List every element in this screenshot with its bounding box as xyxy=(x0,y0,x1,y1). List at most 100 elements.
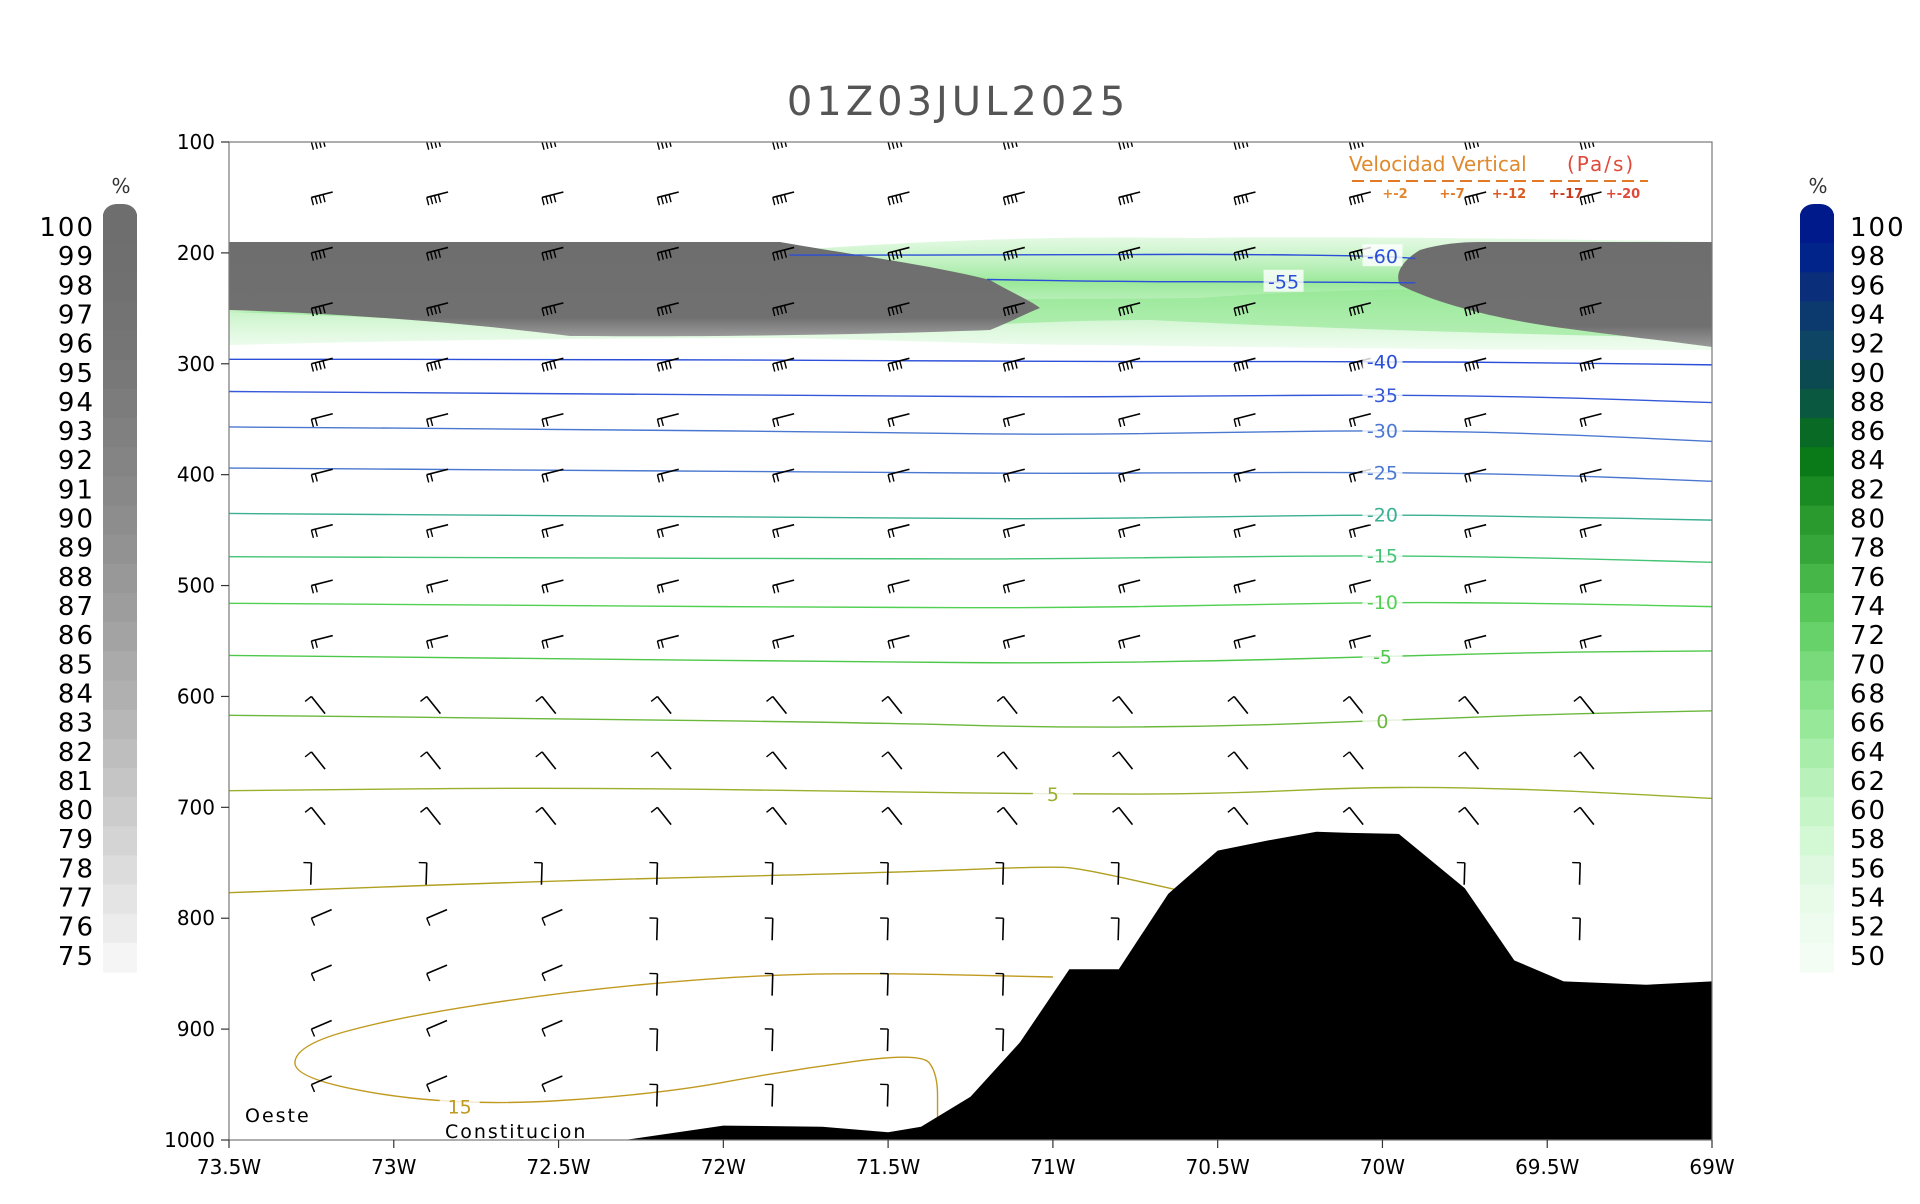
y-tick-label: 700 xyxy=(177,795,215,819)
left-scale-unit: % xyxy=(111,174,130,198)
colorbar-label: 94 xyxy=(58,388,95,418)
colorbar-label: 60 xyxy=(1850,796,1887,826)
wind-barb xyxy=(1003,192,1024,205)
wind-barb xyxy=(1465,580,1486,593)
wind-barb xyxy=(1349,192,1370,205)
wind-barb xyxy=(1113,696,1133,713)
colorbar-label: 96 xyxy=(1850,271,1887,301)
colorbar-label: 68 xyxy=(1850,679,1887,709)
wind-barb xyxy=(542,1076,562,1092)
colorbar-swatch xyxy=(103,826,137,856)
y-tick-label: 800 xyxy=(177,906,215,930)
wind-barb xyxy=(1457,863,1465,885)
colorbar-swatch xyxy=(103,360,137,390)
colorbar-label: 78 xyxy=(1850,534,1887,564)
colorbar-swatch xyxy=(103,739,137,769)
wind-barb xyxy=(997,807,1017,824)
wind-barb xyxy=(1580,580,1601,593)
colorbar-swatch xyxy=(103,447,137,477)
wind-barb xyxy=(995,973,1003,995)
wind-barb xyxy=(1003,469,1024,482)
colorbar-label: 92 xyxy=(58,446,95,476)
wind-barb xyxy=(1234,636,1255,649)
colorbar-label: 88 xyxy=(58,563,95,593)
x-tick-label: 72W xyxy=(701,1155,746,1179)
contour-line xyxy=(295,974,1053,1118)
x-tick-label: 69W xyxy=(1689,1155,1734,1179)
colorbar-swatch xyxy=(1800,476,1834,506)
colorbar-swatch xyxy=(103,535,137,565)
wind-barb xyxy=(888,580,909,593)
terrain xyxy=(624,832,1712,1140)
wind-barb xyxy=(1003,636,1024,649)
wind-barb xyxy=(649,1084,657,1106)
wind-barb xyxy=(542,469,563,482)
wind-barb xyxy=(427,1021,447,1037)
wind-barb xyxy=(305,696,325,713)
wind-barb xyxy=(773,580,794,593)
colorbar-swatch xyxy=(1800,272,1834,302)
contour-line xyxy=(229,867,1185,893)
wind-barb xyxy=(888,192,909,205)
wind-barb xyxy=(1003,414,1024,427)
wind-barb xyxy=(657,414,678,427)
colorbar-label: 58 xyxy=(1850,825,1887,855)
colorbar-label: 98 xyxy=(58,271,95,301)
wind-barb xyxy=(542,636,563,649)
colorbar-label: 88 xyxy=(1850,388,1887,418)
colorbar-label: 90 xyxy=(1850,359,1887,389)
wind-barb xyxy=(1349,525,1370,538)
contour-label: -35 xyxy=(1367,385,1398,407)
contour-label: -55 xyxy=(1268,272,1299,294)
colorbar-swatch xyxy=(103,476,137,506)
wind-barb xyxy=(651,752,671,769)
colorbar-swatch xyxy=(1800,243,1834,273)
wind-barb xyxy=(311,137,332,150)
wind-barb xyxy=(1572,863,1580,885)
colorbar-swatch xyxy=(103,651,137,681)
wind-barb xyxy=(427,469,448,482)
wind-barb xyxy=(1113,807,1133,824)
wind-barb xyxy=(311,636,332,649)
colorbar-swatch xyxy=(1800,768,1834,798)
wind-barb xyxy=(542,137,563,150)
colorbar-swatch xyxy=(1800,506,1834,536)
wind-barb xyxy=(1343,696,1363,713)
colorbar-swatch xyxy=(1800,797,1834,827)
wind-barb xyxy=(888,137,909,150)
contour-label: 15 xyxy=(448,1097,472,1119)
contour-label: -20 xyxy=(1367,505,1398,527)
wind-barb xyxy=(767,696,787,713)
x-tick-label: 72.5W xyxy=(526,1155,591,1179)
colorbar-label: 90 xyxy=(58,505,95,535)
wind-barb xyxy=(542,910,562,926)
contour-line xyxy=(229,392,1712,403)
colorbar-label: 100 xyxy=(39,213,95,243)
colorbar-swatch xyxy=(1800,331,1834,361)
vv-legend-title: Velocidad Vertical xyxy=(1349,152,1527,176)
wind-barb xyxy=(1234,469,1255,482)
wind-barb xyxy=(773,636,794,649)
wind-barb xyxy=(542,580,563,593)
colorbar-swatch xyxy=(1800,447,1834,477)
wind-barb xyxy=(311,580,332,593)
wind-barb xyxy=(427,137,448,150)
colorbar-swatch xyxy=(103,389,137,419)
wind-barb xyxy=(427,580,448,593)
vv-legend-entry: +-12 xyxy=(1492,187,1526,202)
wind-barb xyxy=(427,192,448,205)
wind-barb xyxy=(536,807,556,824)
wind-barb xyxy=(997,696,1017,713)
wind-barb xyxy=(1003,137,1024,150)
colorbar-swatch xyxy=(103,272,137,302)
colorbar-swatch xyxy=(1800,360,1834,390)
wind-barb xyxy=(880,973,888,995)
wind-barb xyxy=(303,863,311,885)
contour-label: 5 xyxy=(1047,784,1059,806)
wind-barb xyxy=(995,863,1003,885)
colorbar-swatch xyxy=(1800,622,1834,652)
wind-barb xyxy=(651,807,671,824)
wind-barb xyxy=(1580,137,1601,150)
y-tick-label: 600 xyxy=(177,684,215,708)
